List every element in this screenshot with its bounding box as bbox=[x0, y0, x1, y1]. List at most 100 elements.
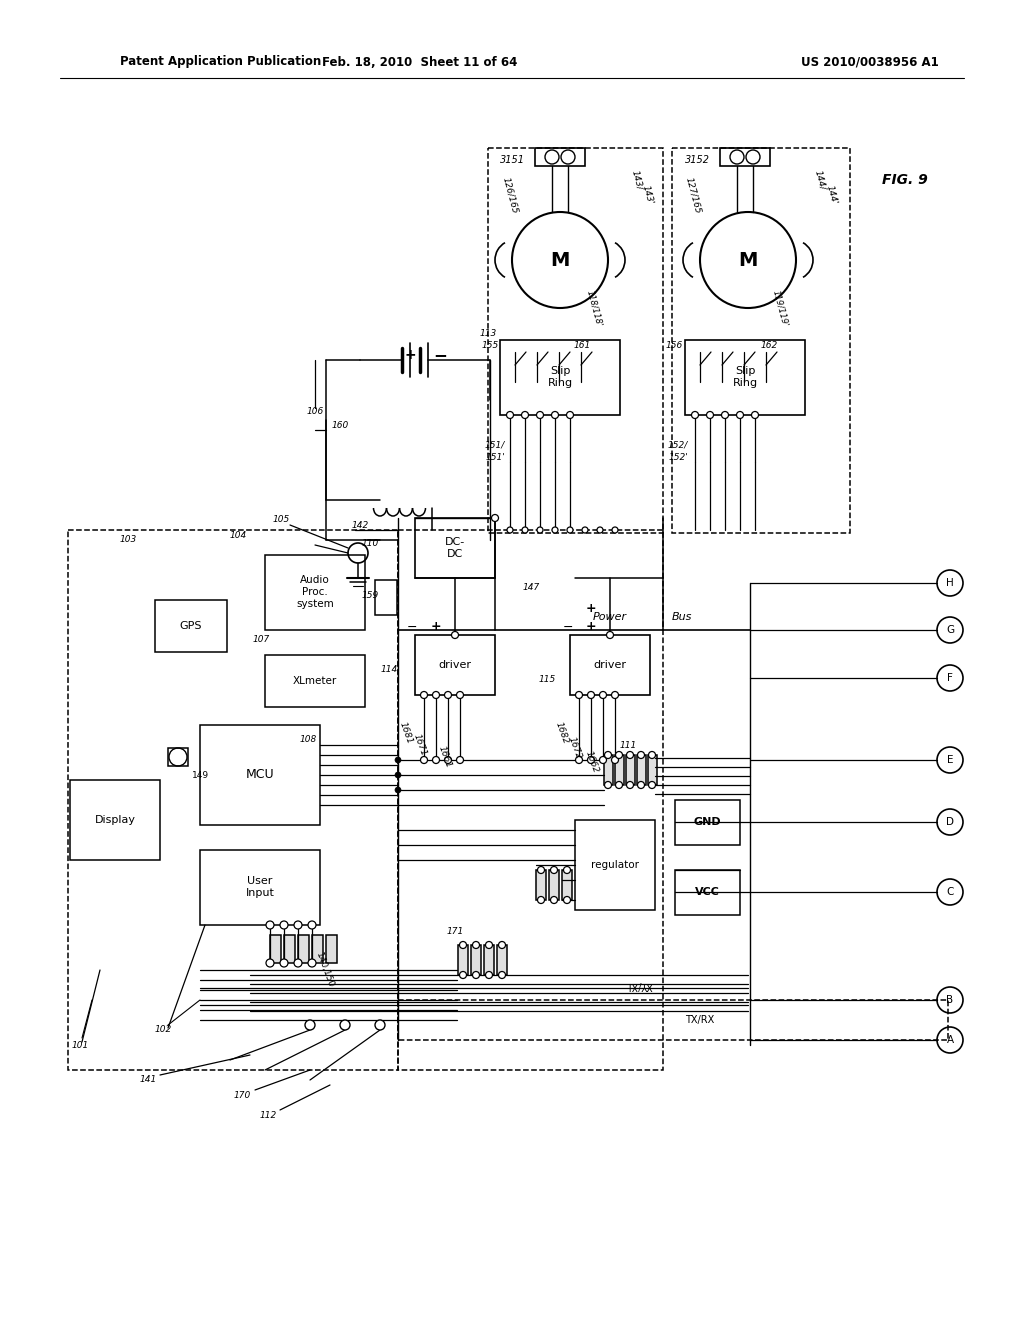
Circle shape bbox=[294, 960, 302, 968]
Bar bbox=[570, 635, 650, 696]
Text: +: + bbox=[586, 620, 596, 634]
Text: driver: driver bbox=[594, 660, 627, 671]
Bar bbox=[200, 850, 319, 925]
Circle shape bbox=[599, 756, 606, 763]
Circle shape bbox=[460, 941, 467, 949]
Circle shape bbox=[395, 756, 401, 763]
Circle shape bbox=[460, 972, 467, 978]
Text: 156: 156 bbox=[666, 341, 683, 350]
Bar bbox=[675, 870, 740, 915]
Circle shape bbox=[599, 692, 606, 698]
Circle shape bbox=[588, 756, 595, 763]
Circle shape bbox=[507, 412, 513, 418]
Circle shape bbox=[552, 412, 558, 418]
Text: 101: 101 bbox=[72, 1040, 89, 1049]
Text: 170: 170 bbox=[233, 1090, 251, 1100]
Text: XLmeter: XLmeter bbox=[293, 676, 337, 686]
Text: Audio
Proc.
system: Audio Proc. system bbox=[296, 576, 334, 609]
Bar bbox=[415, 517, 495, 578]
Circle shape bbox=[340, 1020, 350, 1030]
Circle shape bbox=[563, 896, 570, 903]
Circle shape bbox=[604, 781, 611, 788]
Circle shape bbox=[612, 527, 618, 533]
Circle shape bbox=[472, 972, 479, 978]
Circle shape bbox=[538, 896, 545, 903]
Text: Patent Application Publication: Patent Application Publication bbox=[120, 55, 322, 69]
Circle shape bbox=[736, 412, 743, 418]
Text: 118/118': 118/118' bbox=[585, 289, 603, 327]
Text: GPS: GPS bbox=[180, 620, 203, 631]
Text: 107: 107 bbox=[253, 635, 270, 644]
Circle shape bbox=[752, 412, 759, 418]
Text: −: − bbox=[433, 346, 446, 364]
Text: 1662: 1662 bbox=[584, 750, 600, 775]
Bar bbox=[575, 820, 655, 909]
Circle shape bbox=[627, 751, 634, 759]
Circle shape bbox=[492, 515, 499, 521]
Circle shape bbox=[722, 412, 728, 418]
Bar bbox=[200, 725, 319, 825]
Text: FIG. 9: FIG. 9 bbox=[882, 173, 928, 187]
Bar bbox=[500, 341, 620, 414]
Text: 142: 142 bbox=[351, 520, 369, 529]
Circle shape bbox=[638, 781, 644, 788]
Text: 151': 151' bbox=[485, 454, 505, 462]
Circle shape bbox=[551, 866, 557, 874]
Text: 1672: 1672 bbox=[567, 735, 583, 760]
Text: 149: 149 bbox=[193, 771, 209, 780]
Circle shape bbox=[552, 527, 558, 533]
Circle shape bbox=[604, 751, 611, 759]
Text: 147: 147 bbox=[522, 582, 540, 591]
Circle shape bbox=[648, 751, 655, 759]
Bar bbox=[471, 945, 481, 975]
Text: 103: 103 bbox=[120, 536, 137, 544]
Text: 171: 171 bbox=[446, 928, 464, 936]
Text: 1671: 1671 bbox=[412, 733, 428, 758]
Text: 140,150: 140,150 bbox=[314, 950, 336, 989]
Bar bbox=[155, 601, 227, 652]
Circle shape bbox=[522, 527, 528, 533]
Circle shape bbox=[444, 756, 452, 763]
Circle shape bbox=[567, 527, 573, 533]
Bar bbox=[626, 755, 635, 785]
Bar bbox=[265, 554, 365, 630]
Circle shape bbox=[457, 756, 464, 763]
Circle shape bbox=[308, 921, 316, 929]
Circle shape bbox=[499, 941, 506, 949]
Circle shape bbox=[582, 527, 588, 533]
Text: Power: Power bbox=[593, 612, 627, 622]
Circle shape bbox=[575, 756, 583, 763]
Text: 127/165: 127/165 bbox=[684, 176, 702, 214]
Bar bbox=[398, 1001, 948, 1040]
Text: 159: 159 bbox=[362, 590, 379, 599]
Circle shape bbox=[266, 921, 274, 929]
Circle shape bbox=[432, 692, 439, 698]
Bar bbox=[458, 945, 468, 975]
Bar bbox=[298, 935, 309, 964]
Circle shape bbox=[615, 751, 623, 759]
Bar bbox=[536, 870, 546, 900]
Bar bbox=[70, 780, 160, 861]
Bar bbox=[637, 755, 646, 785]
Circle shape bbox=[421, 692, 427, 698]
Circle shape bbox=[452, 631, 459, 639]
Text: E: E bbox=[947, 755, 953, 766]
Text: 161: 161 bbox=[573, 341, 591, 350]
Bar bbox=[648, 755, 657, 785]
Bar bbox=[312, 935, 323, 964]
Circle shape bbox=[308, 960, 316, 968]
Text: 144': 144' bbox=[825, 185, 839, 206]
Circle shape bbox=[432, 756, 439, 763]
Circle shape bbox=[638, 751, 644, 759]
Text: Slip
Ring: Slip Ring bbox=[732, 366, 758, 388]
Circle shape bbox=[457, 692, 464, 698]
Text: 102: 102 bbox=[155, 1026, 172, 1035]
Text: −: − bbox=[407, 620, 417, 634]
Bar bbox=[549, 870, 559, 900]
Circle shape bbox=[485, 941, 493, 949]
Circle shape bbox=[485, 972, 493, 978]
Bar bbox=[484, 945, 494, 975]
Circle shape bbox=[611, 692, 618, 698]
Circle shape bbox=[551, 896, 557, 903]
Circle shape bbox=[507, 527, 513, 533]
